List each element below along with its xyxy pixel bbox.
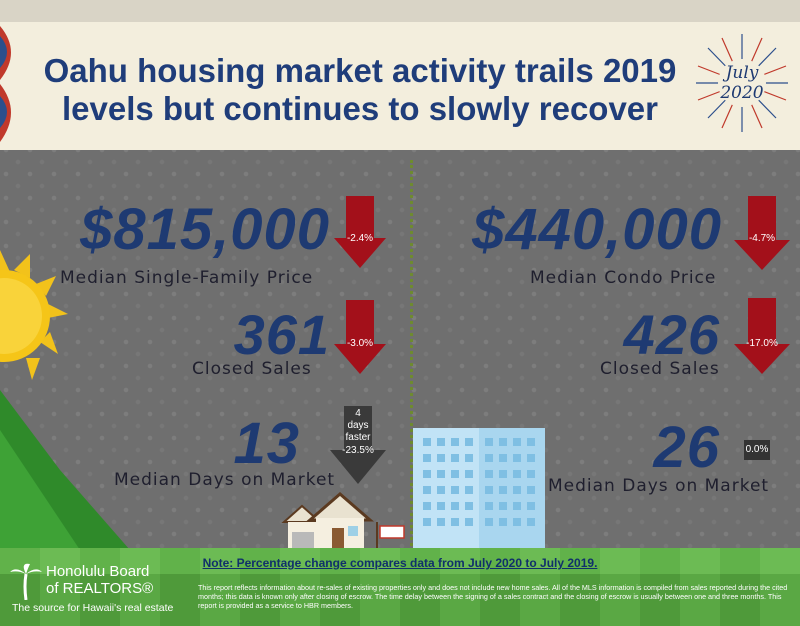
arrow-down-icon (334, 196, 386, 268)
bunting-decoration (0, 26, 11, 142)
logo-tagline: The source for Hawaii's real estate (12, 602, 174, 614)
fireworks-icon: July 2020 (696, 34, 788, 132)
arrow-down-icon (734, 298, 790, 374)
right-closed-sales-change: -17.0% (746, 338, 778, 349)
left-days-on-market-value: 13 (233, 411, 300, 476)
stamp-year: 2020 (719, 83, 763, 103)
left-closed-sales-value: 361 (233, 303, 330, 366)
right-days-on-market-value: 26 (653, 415, 720, 480)
median-single-family-price-change: -2.4% (346, 233, 374, 244)
right-closed-sales-label: Closed Sales (600, 359, 720, 379)
days-faster-line3: faster (345, 432, 371, 443)
right-days-on-market-change: 0.0% (744, 440, 770, 460)
column-divider (410, 160, 413, 570)
palm-tree-logo-icon (10, 563, 42, 600)
arrow-down-gray-icon (330, 406, 386, 484)
banner-top-band (0, 0, 800, 22)
right-days-on-market-label: Median Days on Market (548, 476, 770, 496)
title-banner (0, 22, 800, 150)
disclaimer-text: This report reflects information about r… (198, 583, 788, 610)
arrow-down-icon (734, 196, 790, 270)
sun-icon (0, 250, 68, 380)
comparison-note: Note: Percentage change compares data fr… (202, 556, 598, 570)
median-condo-price-label: Median Condo Price (530, 268, 717, 288)
median-condo-price-change: -4.7% (748, 233, 776, 244)
left-closed-sales-label: Closed Sales (192, 359, 312, 379)
logo-name: Honolulu Board of REALTORS® (46, 563, 153, 597)
grass-strip (0, 548, 800, 574)
mountains-decoration (0, 390, 130, 550)
logo-line1: Honolulu Board (46, 563, 150, 580)
days-faster-line2: days (347, 420, 369, 431)
condo-building-icon (413, 428, 545, 552)
logo-line2: of REALTORS® (46, 580, 154, 597)
left-closed-sales-change: -3.0% (346, 338, 374, 349)
median-single-family-price-value: $815,000 (80, 197, 330, 262)
right-closed-sales-value: 426 (623, 303, 720, 366)
page-title: Oahu housing market activity trails 2019… (43, 52, 677, 127)
median-single-family-price-label: Median Single-Family Price (60, 268, 314, 288)
days-faster-line1: 4 (355, 408, 361, 419)
median-condo-price-value: $440,000 (472, 197, 722, 262)
arrow-down-icon (334, 300, 386, 374)
left-days-on-market-label: Median Days on Market (114, 470, 336, 490)
stamp-month: July (723, 63, 759, 83)
house-icon (281, 492, 405, 550)
left-days-on-market-change: -23.5% (342, 445, 374, 456)
